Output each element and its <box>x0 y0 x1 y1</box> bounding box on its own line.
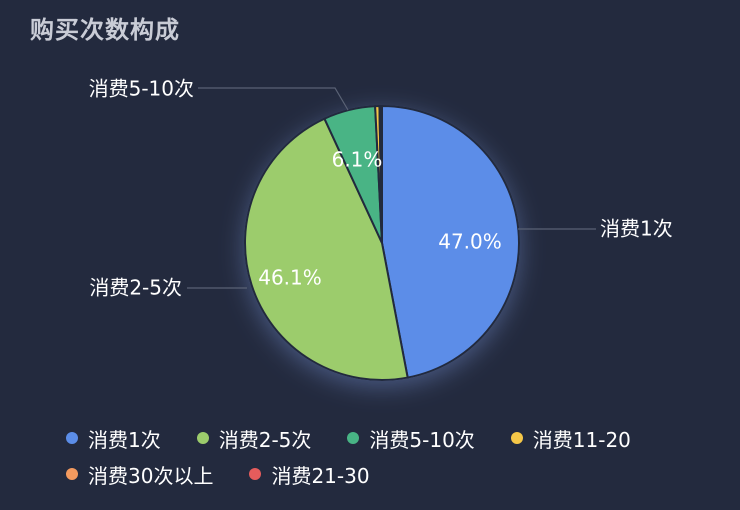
slice-percent-label-2: 6.1% <box>332 148 383 172</box>
legend-label: 消费5-10次 <box>369 427 475 452</box>
legend-label: 消费2-5次 <box>218 427 312 452</box>
pie-slice-1[interactable] <box>244 117 409 381</box>
chart-title: 购买次数构成 <box>30 16 180 44</box>
legend-label: 消费1次 <box>88 427 161 452</box>
legend-item-consume-5-10[interactable]: 消费5-10次 <box>347 424 475 453</box>
legend-label: 消费30次以上 <box>88 463 214 488</box>
legend-item-consume-2-5[interactable]: 消费2-5次 <box>196 424 312 453</box>
legend: 消费1次 消费2-5次 消费5-10次 消费11-20 消费30次以上 消费21… <box>66 420 726 492</box>
legend-dot-icon <box>66 432 78 444</box>
legend-dot-icon <box>196 432 209 444</box>
slice-name-label-1: 消费2-5次 <box>89 276 182 300</box>
pie-slice-5[interactable] <box>380 104 383 244</box>
legend-item-consume-21-30[interactable]: 消费21-30 <box>249 460 370 489</box>
legend-label: 消费11-20 <box>532 427 631 452</box>
legend-item-consume-30-plus[interactable]: 消费30次以上 <box>66 460 213 489</box>
legend-dot-icon <box>347 432 360 444</box>
slice-percent-label-1: 46.1% <box>258 266 322 290</box>
leader-line-2 <box>198 87 349 111</box>
legend-dot-icon <box>66 468 78 480</box>
slice-percent-label-0: 47.0% <box>438 230 502 254</box>
legend-dot-icon <box>510 432 523 444</box>
legend-row-2: 消费30次以上 消费21-30 <box>66 456 726 492</box>
slice-name-label-2: 消费5-10次 <box>89 77 194 101</box>
legend-item-consume-1[interactable]: 消费1次 <box>66 424 161 453</box>
legend-label: 消费21-30 <box>271 463 370 488</box>
legend-dot-icon <box>249 468 262 480</box>
pie-slice-0[interactable] <box>381 104 520 379</box>
legend-item-consume-11-20[interactable]: 消费11-20 <box>510 424 631 453</box>
slice-name-label-0: 消费1次 <box>600 217 673 241</box>
legend-row-1: 消费1次 消费2-5次 消费5-10次 消费11-20 <box>66 420 726 456</box>
